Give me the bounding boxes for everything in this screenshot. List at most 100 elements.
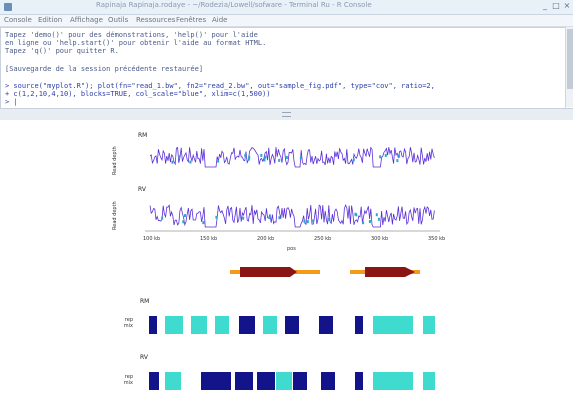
segment-block bbox=[215, 316, 229, 334]
coverage-trace-rv bbox=[149, 203, 435, 228]
gene-body-2 bbox=[365, 267, 415, 277]
coverage-highlight bbox=[377, 217, 380, 221]
coverage-highlight bbox=[375, 213, 378, 217]
segment-block bbox=[355, 316, 363, 334]
console-line: [Sauvegarde de la session précédente res… bbox=[5, 65, 204, 73]
console-scrollbar[interactable] bbox=[565, 27, 573, 107]
coverage-highlight bbox=[161, 216, 164, 220]
segment-block bbox=[423, 372, 435, 390]
segment-block bbox=[285, 316, 299, 334]
console-scrollbar-thumb[interactable] bbox=[567, 29, 573, 89]
coverage-highlight bbox=[396, 159, 399, 163]
menu-console[interactable]: Console bbox=[4, 16, 32, 24]
maximize-button[interactable]: □ bbox=[552, 1, 560, 10]
coverage-highlight bbox=[278, 216, 281, 220]
coverage-highlight bbox=[184, 214, 186, 218]
coverage-highlight bbox=[260, 153, 263, 157]
menu-aide[interactable]: Aide bbox=[212, 16, 228, 24]
coverage-highlight bbox=[312, 219, 315, 223]
coverage-highlight bbox=[215, 215, 218, 219]
coverage-highlight bbox=[178, 155, 180, 159]
x-tick-label: 250 kb bbox=[314, 236, 332, 242]
coverage-highlight bbox=[244, 153, 247, 157]
coverage-highlight bbox=[248, 155, 251, 159]
coverage-highlight bbox=[217, 159, 220, 163]
panel-label-rm: RM bbox=[138, 132, 148, 139]
block-track-rm bbox=[149, 316, 435, 334]
block-side-label: rep bbox=[124, 317, 133, 323]
segment-block bbox=[373, 372, 413, 390]
console-line: Tapez 'q()' pour quitter R. bbox=[5, 47, 119, 55]
segment-block bbox=[423, 316, 435, 334]
coverage-highlight bbox=[328, 218, 331, 221]
panel-label-rv: RV bbox=[138, 186, 146, 193]
coverage-line bbox=[149, 146, 435, 168]
block-side-label: mix bbox=[123, 323, 133, 329]
menu-ressources[interactable]: Ressources bbox=[136, 16, 176, 24]
coverage-highlight bbox=[352, 158, 355, 162]
console-line: en ligne ou 'help.start()' pour obtenir … bbox=[5, 39, 267, 47]
block-track-rv bbox=[149, 372, 435, 390]
block-panel-label-rm: RM bbox=[140, 298, 150, 305]
splitter-grip[interactable] bbox=[282, 112, 291, 117]
console-command-line: > source("myplot.R"); plot(fn="read_1.bw… bbox=[5, 82, 435, 90]
minimize-button[interactable]: _ bbox=[543, 1, 547, 10]
segment-block bbox=[149, 316, 157, 334]
segment-block bbox=[191, 316, 207, 334]
coverage-highlight bbox=[398, 154, 401, 158]
segment-block bbox=[355, 372, 363, 390]
x-tick-label: 350 kb bbox=[428, 236, 446, 242]
coverage-highlight bbox=[379, 155, 382, 159]
coverage-highlight bbox=[303, 219, 306, 223]
block-panel-label-rv: RV bbox=[140, 354, 148, 361]
menu-bar: Console Edition Affichage Outils Ressour… bbox=[0, 15, 573, 27]
x-tick-label: 150 kb bbox=[200, 236, 218, 242]
segment-block bbox=[293, 372, 307, 390]
window-title: Rapinaja Rapinaja.rodaye - ~/Rodezia/Low… bbox=[96, 1, 372, 9]
coverage-highlight bbox=[355, 213, 358, 217]
block-side-label: rep bbox=[124, 374, 133, 380]
r-console[interactable]: Tapez 'demo()' pour des démonstrations, … bbox=[0, 27, 566, 109]
coverage-highlight bbox=[384, 153, 387, 157]
plot-figure: RM Read depth RV Read depth 100 kb 150 k… bbox=[0, 120, 573, 402]
console-command-continuation: + c(1,2,10,4,10), blocks=TRUE, col_scale… bbox=[5, 90, 271, 98]
coverage-highlight bbox=[368, 220, 371, 223]
coverage-highlight bbox=[263, 158, 266, 162]
segment-block bbox=[373, 316, 413, 334]
coverage-highlight bbox=[285, 156, 288, 159]
coverage-highlight bbox=[362, 221, 365, 225]
coverage-trace-rm bbox=[149, 146, 435, 168]
coverage-highlight bbox=[171, 160, 174, 164]
block-side-label: mix bbox=[123, 380, 133, 386]
coverage-highlight bbox=[242, 216, 245, 220]
coverage-highlight bbox=[264, 155, 267, 159]
segment-block bbox=[239, 316, 255, 334]
close-button[interactable]: × bbox=[563, 1, 571, 10]
app-icon bbox=[4, 3, 12, 11]
x-axis-label: pos bbox=[287, 246, 296, 252]
coverage-highlight bbox=[182, 220, 185, 224]
x-tick-label: 300 kb bbox=[371, 236, 389, 242]
menu-edition[interactable]: Edition bbox=[38, 16, 63, 24]
coverage-line bbox=[149, 203, 435, 228]
x-tick-label: 100 kb bbox=[143, 236, 161, 242]
console-line: Tapez 'demo()' pour des démonstrations, … bbox=[5, 31, 258, 39]
segment-block bbox=[257, 372, 275, 390]
menu-fenetres[interactable]: Fenêtres bbox=[176, 16, 207, 24]
segment-block bbox=[165, 372, 181, 390]
coverage-highlight bbox=[278, 158, 281, 162]
segment-block bbox=[165, 316, 183, 334]
coverage-highlight bbox=[306, 220, 309, 224]
menu-outils[interactable]: Outils bbox=[108, 16, 129, 24]
menu-affichage[interactable]: Affichage bbox=[70, 16, 103, 24]
segment-block bbox=[149, 372, 159, 390]
gene-annotation-track bbox=[230, 267, 420, 277]
segment-block bbox=[321, 372, 335, 390]
console-prompt[interactable]: > | bbox=[5, 98, 18, 106]
coverage-highlight bbox=[189, 160, 192, 164]
segment-block bbox=[201, 372, 231, 390]
panel-ylabel: Read depth bbox=[112, 146, 118, 175]
segment-block bbox=[276, 372, 292, 390]
coverage-highlight bbox=[247, 157, 250, 161]
coverage-highlight bbox=[299, 156, 302, 160]
